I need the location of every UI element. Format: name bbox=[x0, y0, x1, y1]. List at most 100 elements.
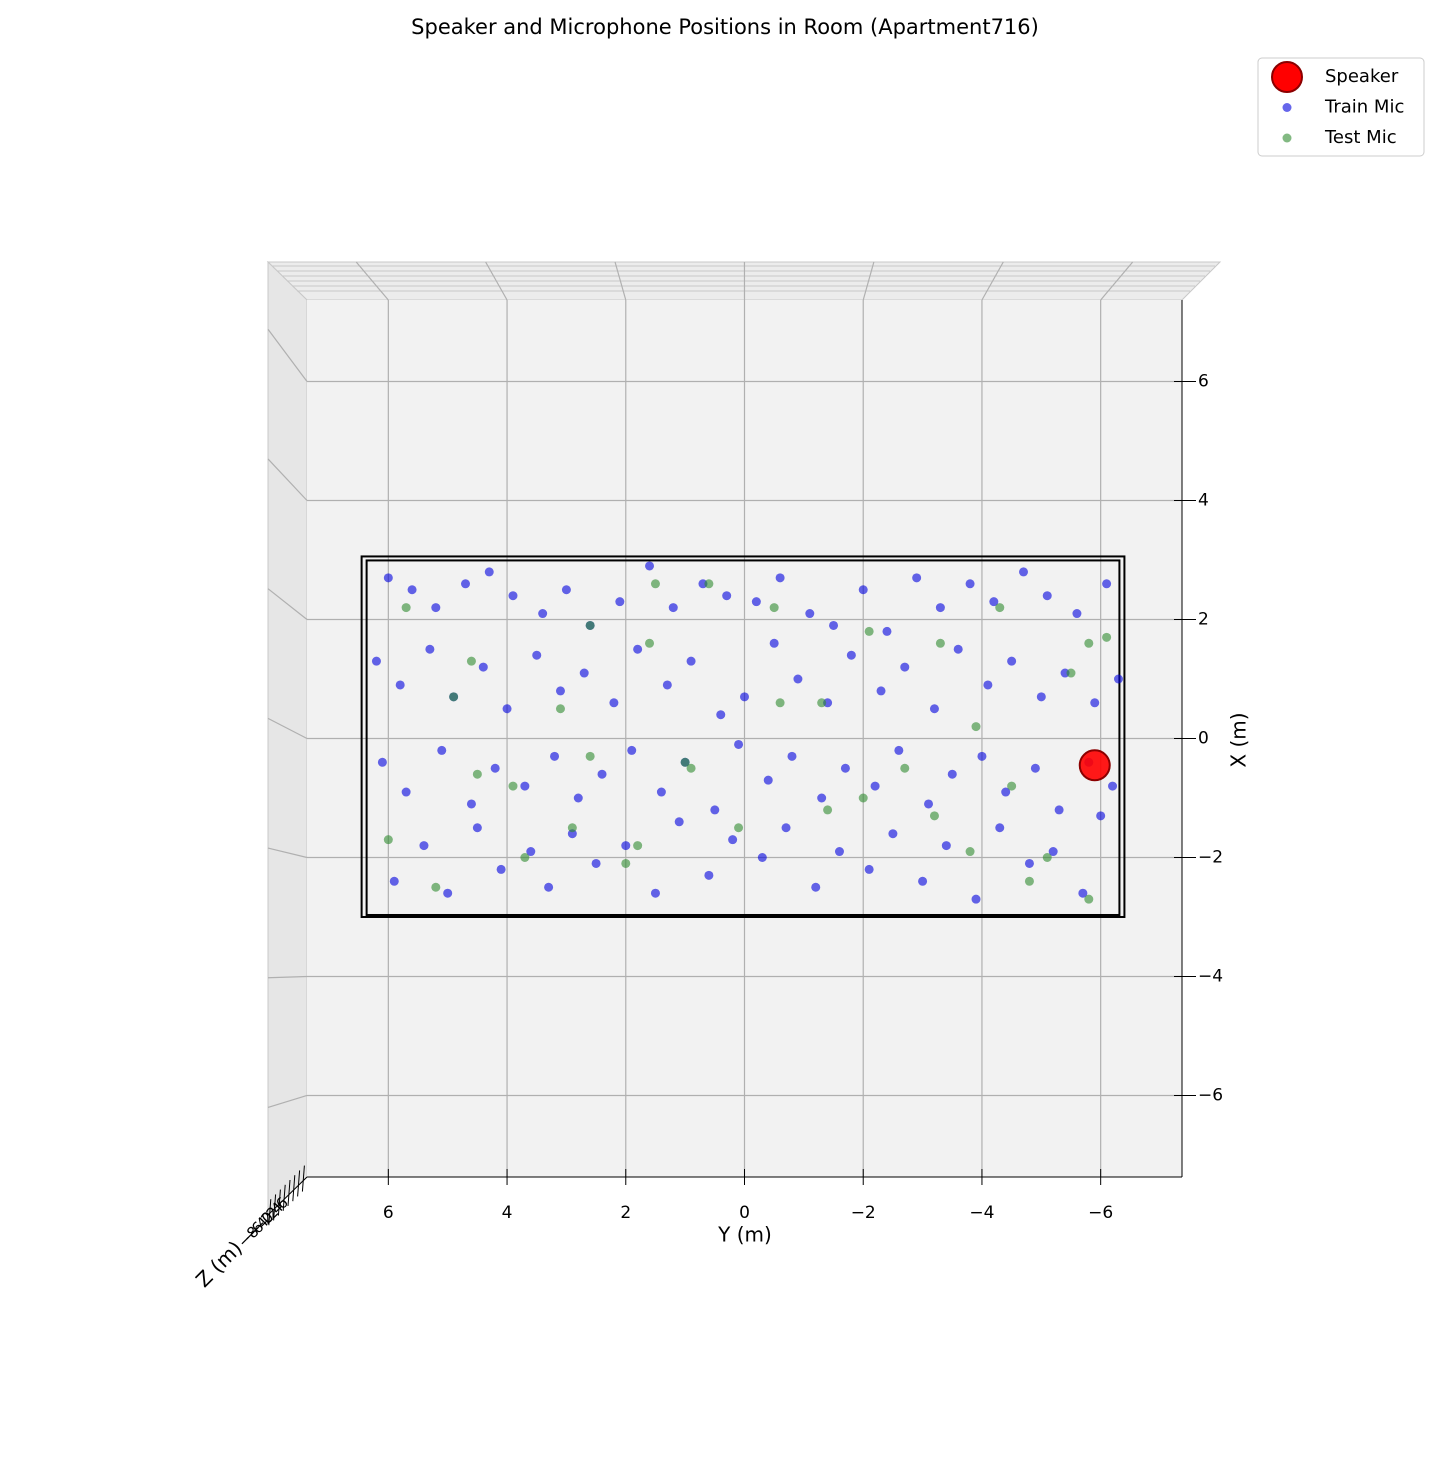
mic-point bbox=[484, 567, 494, 577]
mic-point bbox=[858, 793, 868, 803]
mic-point bbox=[615, 597, 625, 607]
mic-point bbox=[627, 745, 637, 755]
mic-point bbox=[645, 638, 655, 648]
mic-point bbox=[846, 650, 856, 660]
mic-point bbox=[864, 864, 874, 874]
mic-point bbox=[894, 745, 904, 755]
mic-point bbox=[965, 579, 975, 589]
mic-point bbox=[769, 603, 779, 613]
mic-point bbox=[597, 769, 607, 779]
mic-point bbox=[1102, 632, 1112, 642]
x-tick-label: −6 bbox=[1088, 1203, 1113, 1223]
mic-point bbox=[787, 751, 797, 761]
mic-point bbox=[425, 644, 435, 654]
plot-area bbox=[267, 261, 1182, 1177]
mic-point bbox=[555, 704, 565, 714]
mic-point bbox=[1084, 894, 1094, 904]
y-tick-label: −4 bbox=[1198, 966, 1223, 986]
mic-point bbox=[520, 852, 530, 862]
mic-point bbox=[460, 579, 470, 589]
mic-point bbox=[443, 888, 453, 898]
grid-line bbox=[267, 328, 308, 382]
mic-point bbox=[704, 870, 714, 880]
mic-point bbox=[466, 799, 476, 809]
mic-point bbox=[1024, 858, 1034, 868]
x-tick-label: −4 bbox=[969, 1203, 994, 1223]
mic-point bbox=[585, 751, 595, 761]
mic-point bbox=[935, 603, 945, 613]
mic-point bbox=[775, 698, 785, 708]
mic-point bbox=[823, 805, 833, 815]
mic-point bbox=[383, 573, 393, 583]
grid-line bbox=[355, 261, 389, 301]
mic-point bbox=[817, 793, 827, 803]
grid-line bbox=[1100, 261, 1134, 301]
speaker-point bbox=[1078, 749, 1111, 782]
z-tick bbox=[273, 1194, 277, 1221]
mic-point bbox=[817, 698, 827, 708]
mic-point bbox=[508, 781, 518, 791]
mic-point bbox=[1078, 888, 1088, 898]
grid-line bbox=[267, 717, 308, 740]
mic-point bbox=[674, 817, 684, 827]
legend-label: Test Mic bbox=[1324, 127, 1397, 148]
mic-point bbox=[538, 609, 548, 619]
grid-line bbox=[981, 261, 1004, 301]
mic-point bbox=[900, 662, 910, 672]
mic-point bbox=[918, 876, 928, 886]
mic-point bbox=[1001, 787, 1011, 797]
mic-point bbox=[395, 680, 405, 690]
mic-point bbox=[1030, 763, 1040, 773]
mic-point bbox=[977, 751, 987, 761]
x-tick-label: −2 bbox=[851, 1203, 876, 1223]
mic-point bbox=[686, 656, 696, 666]
mic-point bbox=[550, 751, 560, 761]
mic-point bbox=[419, 841, 429, 851]
mic-point bbox=[734, 823, 744, 833]
mic-point bbox=[840, 763, 850, 773]
mic-point bbox=[621, 841, 631, 851]
mic-point bbox=[704, 579, 714, 589]
mic-point bbox=[864, 626, 874, 636]
mic-point bbox=[389, 876, 399, 886]
mic-point bbox=[520, 781, 530, 791]
mic-point bbox=[680, 757, 690, 767]
legend-label: Speaker bbox=[1325, 66, 1399, 87]
mic-point bbox=[858, 585, 868, 595]
y-tick-label: 0 bbox=[1198, 729, 1209, 749]
mic-point bbox=[834, 847, 844, 857]
mic-point bbox=[965, 847, 975, 857]
legend-marker bbox=[1282, 133, 1292, 143]
z-tick bbox=[287, 1179, 291, 1207]
z-tick bbox=[277, 1189, 281, 1216]
mic-point bbox=[900, 763, 910, 773]
mic-point bbox=[1102, 579, 1112, 589]
mic-point bbox=[1048, 847, 1058, 857]
mic-point bbox=[876, 686, 886, 696]
room-outline bbox=[365, 559, 1121, 916]
mic-point bbox=[656, 787, 666, 797]
grid-line bbox=[267, 458, 308, 501]
mic-point bbox=[401, 787, 411, 797]
grid-line bbox=[267, 588, 308, 620]
mic-point bbox=[971, 722, 981, 732]
mic-point bbox=[567, 823, 577, 833]
y-tick-label: 4 bbox=[1198, 491, 1209, 511]
mic-point bbox=[561, 585, 571, 595]
mic-point bbox=[472, 769, 482, 779]
mic-point bbox=[609, 698, 619, 708]
mic-point bbox=[1024, 876, 1034, 886]
mic-point bbox=[377, 757, 387, 767]
mic-point bbox=[793, 674, 803, 684]
mic-point bbox=[941, 841, 951, 851]
z-tick bbox=[282, 1184, 286, 1211]
mic-point bbox=[710, 805, 720, 815]
mic-point bbox=[924, 799, 934, 809]
mic-point bbox=[633, 841, 643, 851]
left-pane bbox=[267, 260, 308, 1217]
mic-point bbox=[971, 894, 981, 904]
mic-point bbox=[811, 882, 821, 892]
legend-marker bbox=[1282, 103, 1292, 112]
z-tick bbox=[297, 1170, 301, 1197]
